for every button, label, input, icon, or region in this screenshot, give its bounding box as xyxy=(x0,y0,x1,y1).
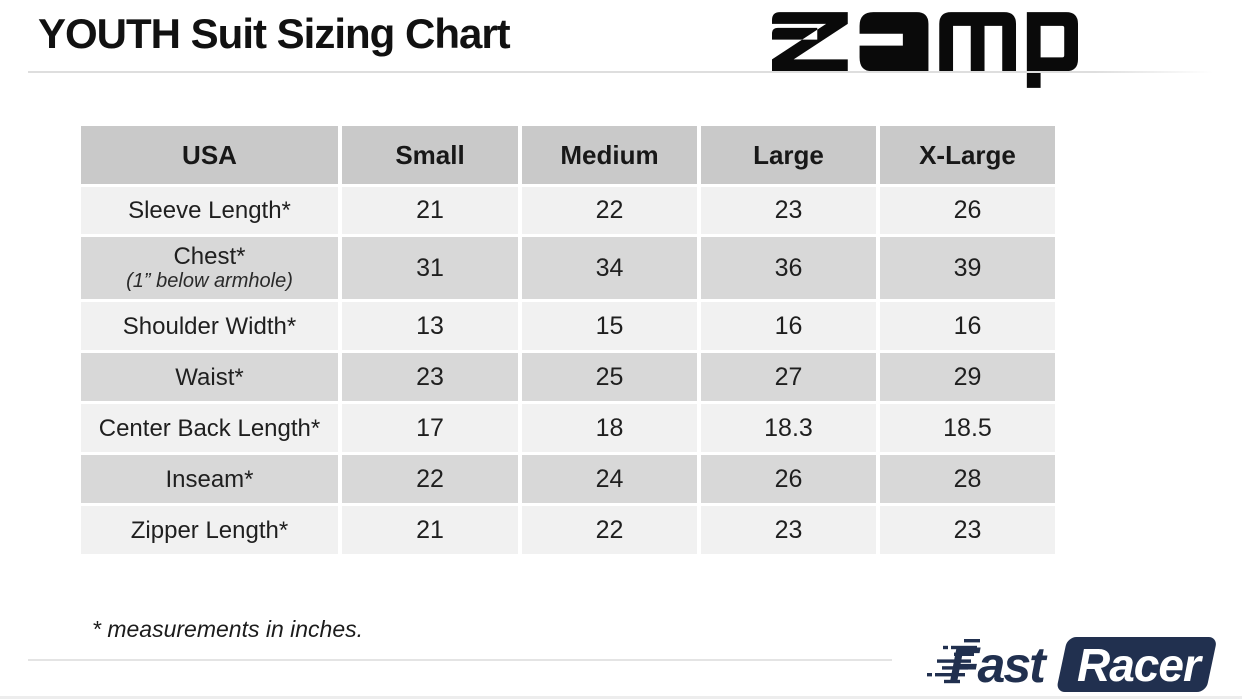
fastracer-racer-box xyxy=(1057,637,1216,692)
size-value: 23 xyxy=(876,503,1055,554)
col-header-medium: Medium xyxy=(518,126,697,184)
footer-divider-line xyxy=(28,659,892,661)
size-value: 16 xyxy=(876,299,1055,350)
table-header-row: USA Small Medium Large X-Large xyxy=(81,126,1055,184)
size-value: 26 xyxy=(876,184,1055,234)
size-value: 29 xyxy=(876,350,1055,401)
page-title: YOUTH Suit Sizing Chart xyxy=(38,10,511,57)
table-row: Waist* 23 25 27 29 xyxy=(81,350,1055,401)
size-value: 23 xyxy=(338,350,518,401)
row-label: Inseam* xyxy=(81,452,338,503)
measurements-footnote: * measurements in inches. xyxy=(92,616,364,642)
bottom-edge-line xyxy=(0,696,1242,699)
col-header-small: Small xyxy=(338,126,518,184)
table-row: Chest* (1” below armhole) 31 34 36 39 xyxy=(81,234,1055,299)
size-value: 22 xyxy=(518,184,697,234)
table-row: Inseam* 22 24 26 28 xyxy=(81,452,1055,503)
table-row: Zipper Length* 21 22 23 23 xyxy=(81,503,1055,554)
size-value: 22 xyxy=(338,452,518,503)
col-header-usa: USA xyxy=(81,126,338,184)
col-header-xlarge: X-Large xyxy=(876,126,1055,184)
table-row: Center Back Length* 17 18 18.3 18.5 xyxy=(81,401,1055,452)
size-value: 24 xyxy=(518,452,697,503)
fastracer-fast-text: Fast xyxy=(949,637,1048,693)
fastracer-logo: Fast Racer xyxy=(927,637,1216,693)
sizing-table: USA Small Medium Large X-Large Sleeve Le… xyxy=(81,126,1055,554)
fastracer-racer-text: Racer xyxy=(1077,639,1203,691)
size-value: 39 xyxy=(876,234,1055,299)
row-label: Zipper Length* xyxy=(81,503,338,554)
size-value: 36 xyxy=(697,234,876,299)
size-value: 22 xyxy=(518,503,697,554)
size-value: 34 xyxy=(518,234,697,299)
col-header-large: Large xyxy=(697,126,876,184)
size-value: 21 xyxy=(338,503,518,554)
size-value: 25 xyxy=(518,350,697,401)
row-label: Chest* (1” below armhole) xyxy=(81,234,338,299)
size-value: 17 xyxy=(338,401,518,452)
size-value: 21 xyxy=(338,184,518,234)
size-value: 18 xyxy=(518,401,697,452)
row-label: Shoulder Width* xyxy=(81,299,338,350)
size-value: 31 xyxy=(338,234,518,299)
size-value: 18.3 xyxy=(697,401,876,452)
zamp-letter-p xyxy=(1026,12,1078,88)
table-row: Sleeve Length* 21 22 23 26 xyxy=(81,184,1055,234)
size-value: 18.5 xyxy=(876,401,1055,452)
zamp-letter-m xyxy=(939,12,1017,72)
table-row: Shoulder Width* 13 15 16 16 xyxy=(81,299,1055,350)
zamp-letter-z xyxy=(772,12,848,72)
size-value: 13 xyxy=(338,299,518,350)
size-value: 16 xyxy=(697,299,876,350)
row-label: Center Back Length* xyxy=(81,401,338,452)
size-value: 15 xyxy=(518,299,697,350)
size-value: 28 xyxy=(876,452,1055,503)
zamp-letter-a xyxy=(859,12,929,72)
speed-lines-icon xyxy=(927,639,980,684)
header-divider-line xyxy=(28,71,1213,73)
zamp-logo xyxy=(772,12,1078,88)
size-value: 23 xyxy=(697,184,876,234)
size-value: 23 xyxy=(697,503,876,554)
row-label: Waist* xyxy=(81,350,338,401)
size-value: 27 xyxy=(697,350,876,401)
size-value: 26 xyxy=(697,452,876,503)
row-label: Sleeve Length* xyxy=(81,184,338,234)
